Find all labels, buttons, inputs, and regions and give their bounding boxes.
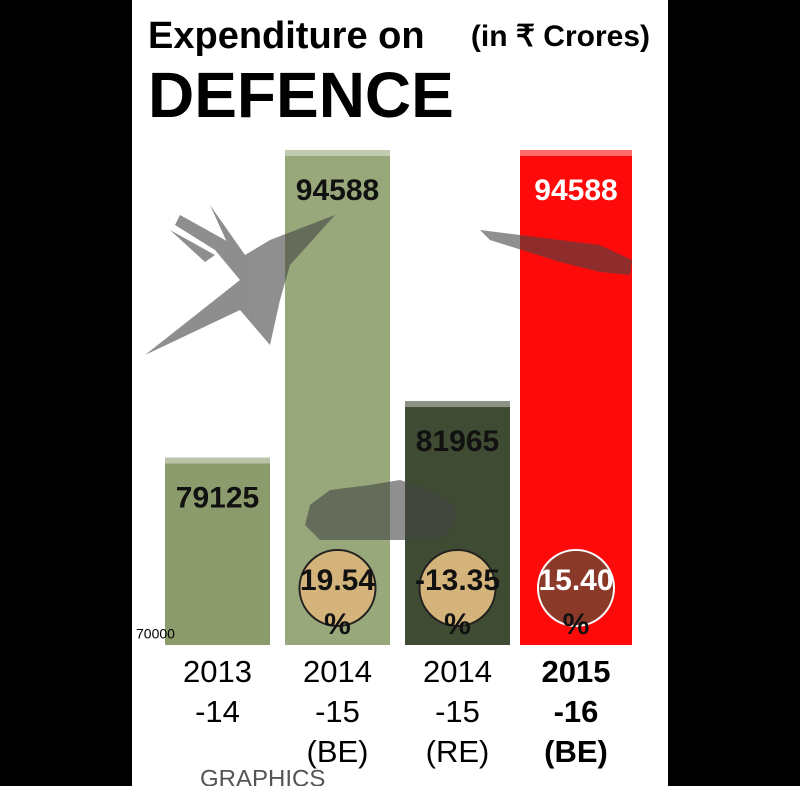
change-label: 19.54 — [300, 564, 375, 597]
jet-fins — [170, 205, 245, 262]
chart-title: DEFENCE — [148, 59, 454, 131]
chart-subtitle: (in ₹ Crores) — [471, 20, 650, 53]
labels: 70000 79125 2013 -14 94588 2014 -15 (BE) 19.54% 8… — [136, 174, 618, 769]
chart-title: Expenditure on — [148, 15, 425, 57]
tank-silhouette — [305, 480, 455, 540]
change-unit: % — [563, 608, 590, 641]
value-label: 81965 — [416, 425, 499, 458]
x-tick-label: -15 — [435, 694, 480, 729]
value-label: 94588 — [534, 174, 617, 207]
change-unit: % — [324, 608, 351, 641]
source: GRAPHICS — [200, 765, 325, 786]
change-label: 15.40 — [538, 564, 613, 597]
missile-silhouette — [480, 230, 632, 275]
bar-top — [165, 457, 270, 464]
y-tick-label: 70000 — [136, 626, 175, 642]
bar-top — [520, 149, 632, 156]
x-tick-label: 2014 — [303, 654, 372, 689]
x-tick-label: (BE) — [544, 734, 608, 769]
change-badge — [418, 549, 497, 627]
change-badge — [537, 549, 615, 627]
bar — [165, 463, 270, 645]
change-unit: % — [444, 608, 471, 641]
x-tick-label: 2013 — [183, 654, 252, 689]
x-tick-label: 2014 — [423, 654, 492, 689]
value-label: 79125 — [176, 481, 259, 514]
jet-silhouette — [145, 215, 335, 355]
decorations — [145, 205, 632, 540]
change-label: -13.35 — [415, 564, 500, 597]
x-tick-label: (RE) — [426, 734, 490, 769]
x-tick-label: (BE) — [307, 734, 369, 769]
x-tick-label: -14 — [195, 694, 240, 729]
x-tick-label: -16 — [554, 694, 599, 729]
bar-top — [285, 149, 390, 156]
x-tick-label: 2015 — [542, 654, 611, 689]
x-tick-label: -15 — [315, 694, 360, 729]
value-label: 94588 — [296, 174, 379, 207]
change-badge — [298, 549, 377, 627]
bar-top — [405, 401, 510, 408]
